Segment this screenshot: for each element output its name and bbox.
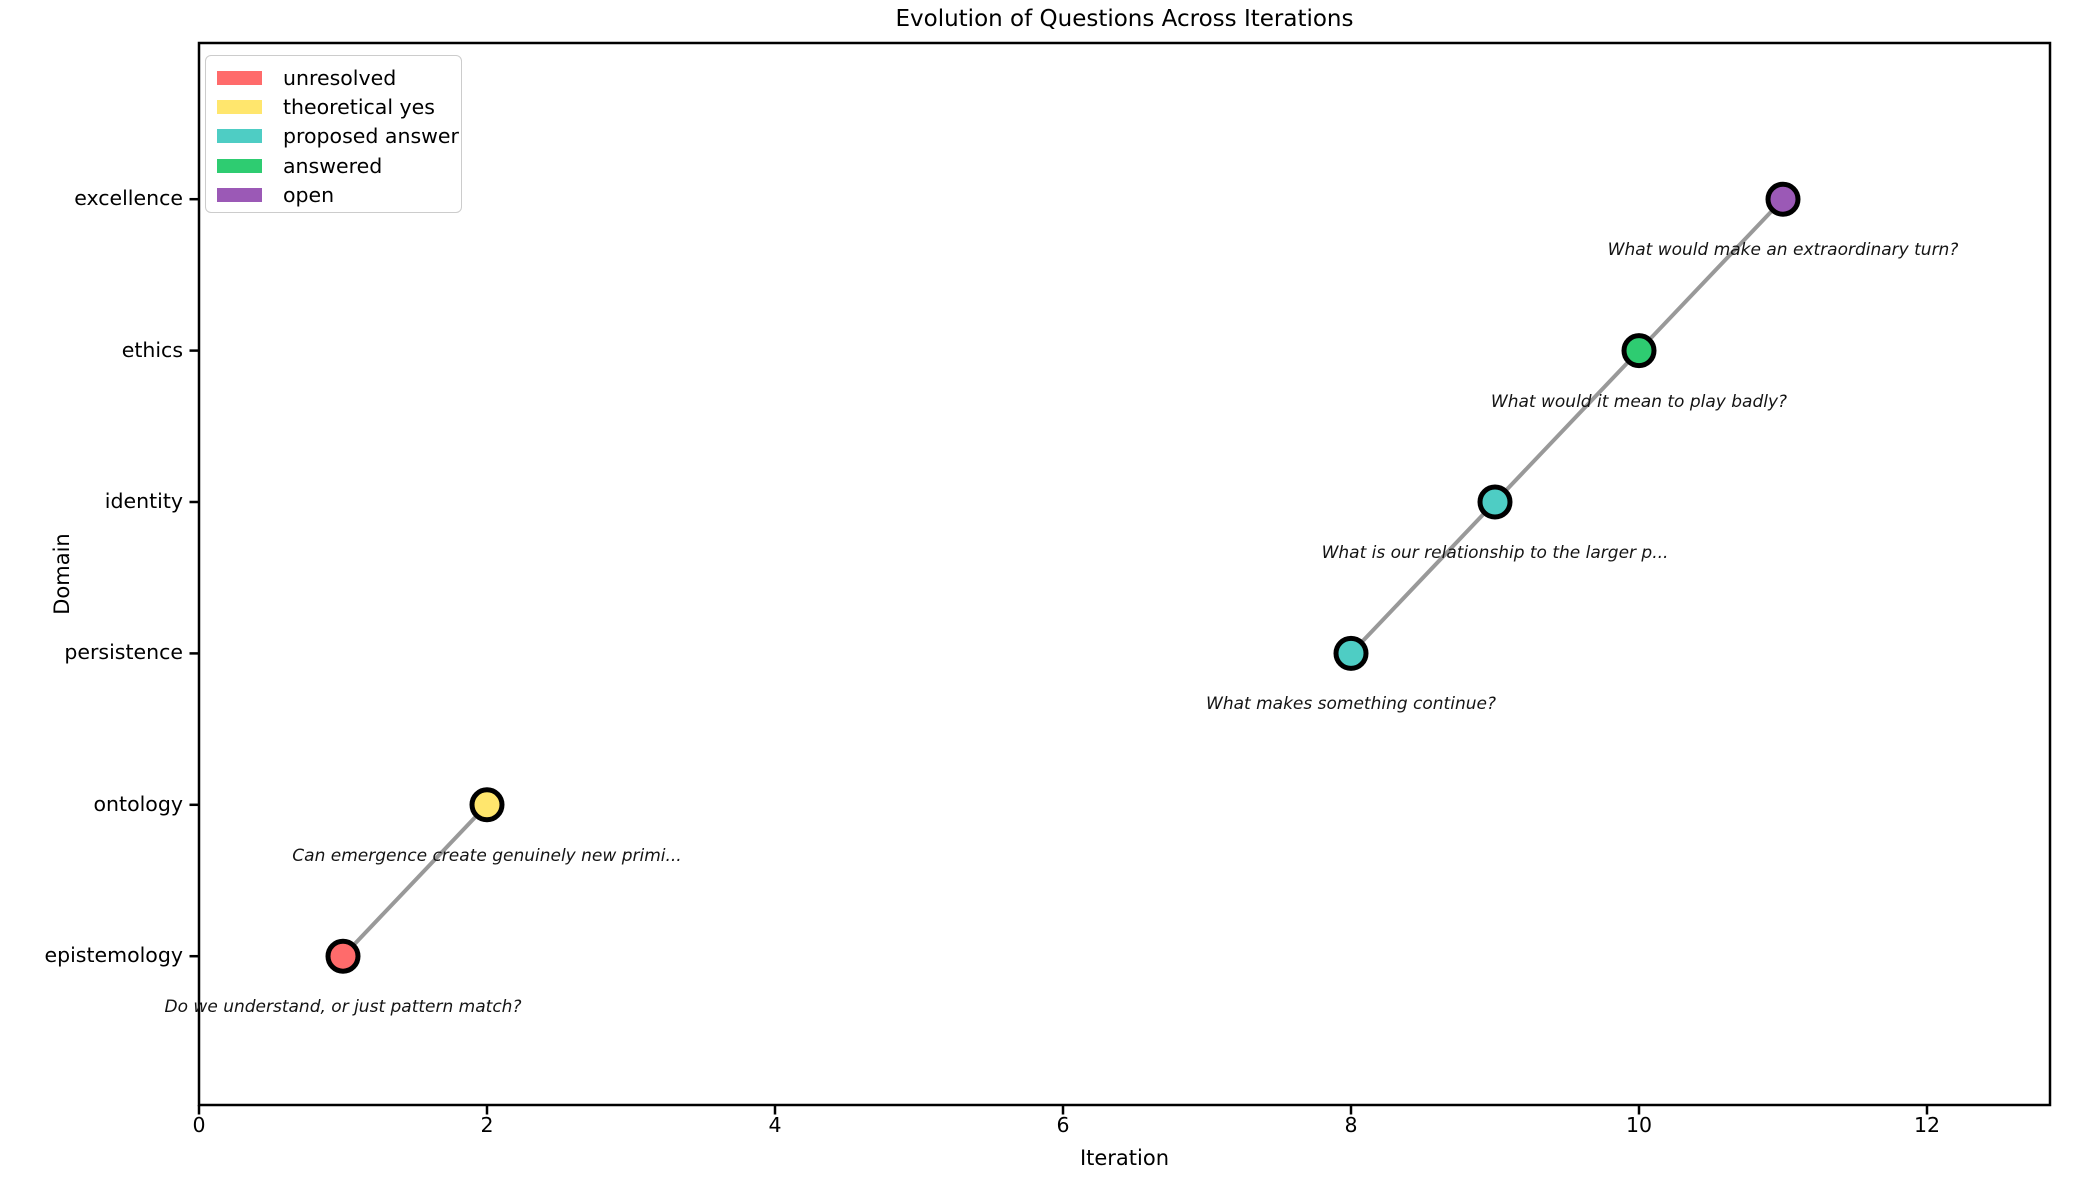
point-annotation: What would make an extraordinary turn? [1607,240,1959,261]
y-axis-label: Domain [50,533,74,615]
trend-line-segment [1349,197,1785,656]
legend-item: answered [206,151,461,180]
legend-item: proposed answer [206,122,461,151]
x-tick-label: 4 [768,1113,782,1137]
chart-title: Evolution of Questions Across Iterations [895,6,1354,32]
legend-item: theoretical yes [206,92,461,121]
point-annotation: What would it mean to play badly? [1490,391,1788,412]
data-point-marker [1765,181,1801,217]
data-point-marker [1477,484,1513,520]
point-annotation: What makes something continue? [1206,694,1496,715]
x-tick-label: 2 [480,1113,494,1137]
data-point-marker [1333,635,1369,671]
y-category-label: persistence [64,640,183,665]
legend-item-label: open [283,183,335,208]
y-category-label: epistemology [44,943,183,968]
x-tick-label: 6 [1056,1113,1070,1137]
legend-swatch [217,129,262,144]
x-axis-label: Iteration [1079,1146,1170,1170]
axes-frame [197,41,2052,1107]
legend-swatch [217,70,262,85]
x-tick-label: 10 [1625,1113,1653,1137]
x-tick-label: 8 [1344,1113,1358,1137]
data-point-marker [469,787,505,823]
legend-swatch [217,188,262,203]
data-point-marker [325,938,361,974]
legend-item: unresolved [206,63,461,92]
legend-item-label: proposed answer [283,124,459,149]
point-annotation: Can emergence create genuinely new primi… [292,845,682,866]
legend-item-label: answered [283,153,383,178]
legend-swatch [217,100,262,115]
y-category-label: ethics [121,337,183,362]
x-tick-label: 12 [1913,1113,1941,1137]
y-category-label: identity [104,489,183,513]
trend-line-segment [341,802,489,959]
legend-item: open [206,181,461,210]
legend-swatch [217,158,262,173]
legend: unresolved theoretical yes proposed answer… [205,55,462,213]
legend-item-label: unresolved [283,65,397,90]
x-tick-label: 0 [192,1113,206,1137]
y-category-label: excellence [74,186,183,211]
point-annotation: What is our relationship to the larger p… [1321,543,1669,563]
data-point-marker [1621,333,1657,369]
legend-item-label: theoretical yes [283,95,435,120]
point-annotation: Do we understand, or just pattern match? [164,997,522,1018]
y-category-label: ontology [93,791,184,816]
